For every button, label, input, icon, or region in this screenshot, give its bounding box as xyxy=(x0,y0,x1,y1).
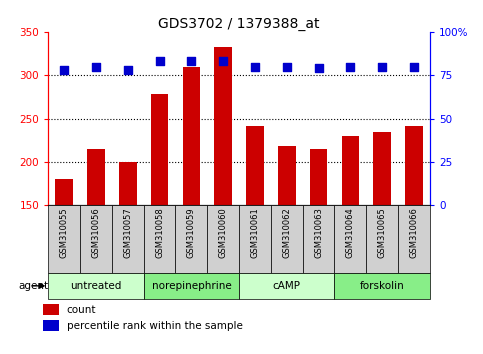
Text: untreated: untreated xyxy=(71,281,122,291)
Bar xyxy=(303,205,335,273)
Bar xyxy=(271,205,303,273)
Bar xyxy=(144,273,239,299)
Bar xyxy=(207,205,239,273)
Text: GSM310058: GSM310058 xyxy=(155,207,164,258)
Bar xyxy=(246,126,264,205)
Text: GSM310060: GSM310060 xyxy=(219,207,227,258)
Text: GSM310061: GSM310061 xyxy=(251,207,259,258)
Bar xyxy=(239,205,271,273)
Point xyxy=(410,64,418,69)
Point xyxy=(283,64,291,69)
Point xyxy=(315,65,323,71)
Text: norepinephrine: norepinephrine xyxy=(152,281,231,291)
Text: GSM310057: GSM310057 xyxy=(123,207,132,258)
Bar xyxy=(80,205,112,273)
Bar xyxy=(144,205,175,273)
Point xyxy=(124,67,132,73)
Text: GSM310064: GSM310064 xyxy=(346,207,355,258)
Point xyxy=(251,64,259,69)
Bar xyxy=(112,205,144,273)
Text: forskolin: forskolin xyxy=(360,281,405,291)
Text: percentile rank within the sample: percentile rank within the sample xyxy=(67,321,242,331)
Bar xyxy=(56,179,73,205)
Text: GSM310056: GSM310056 xyxy=(91,207,100,258)
Bar xyxy=(151,94,169,205)
Bar xyxy=(366,205,398,273)
Bar xyxy=(239,273,334,299)
Bar xyxy=(398,205,430,273)
Text: agent: agent xyxy=(18,281,48,291)
Bar xyxy=(405,126,423,205)
Bar xyxy=(335,273,430,299)
Bar xyxy=(87,149,105,205)
Text: GSM310065: GSM310065 xyxy=(378,207,387,258)
Bar xyxy=(119,162,137,205)
Point xyxy=(92,64,100,69)
Bar xyxy=(373,132,391,205)
Point xyxy=(60,67,68,73)
Point xyxy=(187,58,195,64)
Bar xyxy=(43,304,59,315)
Bar xyxy=(214,47,232,205)
Bar xyxy=(278,146,296,205)
Text: count: count xyxy=(67,305,96,315)
Point xyxy=(378,64,386,69)
Point xyxy=(346,64,354,69)
Bar xyxy=(341,136,359,205)
Bar xyxy=(335,205,366,273)
Point xyxy=(219,58,227,64)
Text: cAMP: cAMP xyxy=(273,281,301,291)
Text: GSM310063: GSM310063 xyxy=(314,207,323,258)
Text: GSM310062: GSM310062 xyxy=(282,207,291,258)
Bar xyxy=(48,205,80,273)
Bar xyxy=(183,67,200,205)
Bar xyxy=(48,273,144,299)
Bar xyxy=(43,320,59,331)
Text: GSM310055: GSM310055 xyxy=(60,207,69,258)
Bar xyxy=(175,205,207,273)
Title: GDS3702 / 1379388_at: GDS3702 / 1379388_at xyxy=(158,17,320,31)
Text: GSM310059: GSM310059 xyxy=(187,207,196,258)
Bar xyxy=(310,149,327,205)
Text: GSM310066: GSM310066 xyxy=(410,207,418,258)
Point xyxy=(156,58,163,64)
